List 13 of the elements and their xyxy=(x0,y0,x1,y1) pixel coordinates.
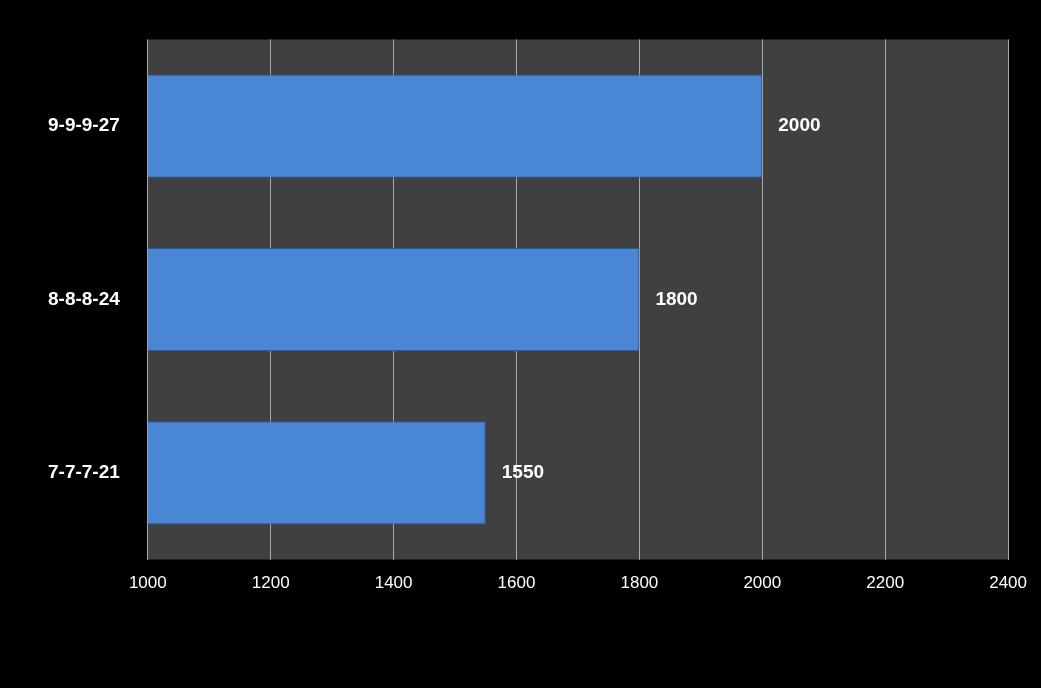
x-tick-label: 1200 xyxy=(251,573,290,593)
x-tick-label: 1600 xyxy=(497,573,536,593)
data-label: 2000 xyxy=(778,114,821,136)
data-label: 1800 xyxy=(655,287,698,309)
y-tick-label: 7-7-7-21 xyxy=(47,461,121,483)
x-tick-label: 2400 xyxy=(989,573,1027,593)
x-tick-label: 2200 xyxy=(866,573,905,593)
x-tick-label: 1400 xyxy=(374,573,413,593)
y-tick-label: 8-8-8-24 xyxy=(47,287,121,309)
x-tick-label: 1000 xyxy=(128,573,167,593)
x-tick-label: 2000 xyxy=(743,573,782,593)
x-tick-label: 1800 xyxy=(620,573,659,593)
y-tick-label: 9-9-9-27 xyxy=(47,114,120,136)
